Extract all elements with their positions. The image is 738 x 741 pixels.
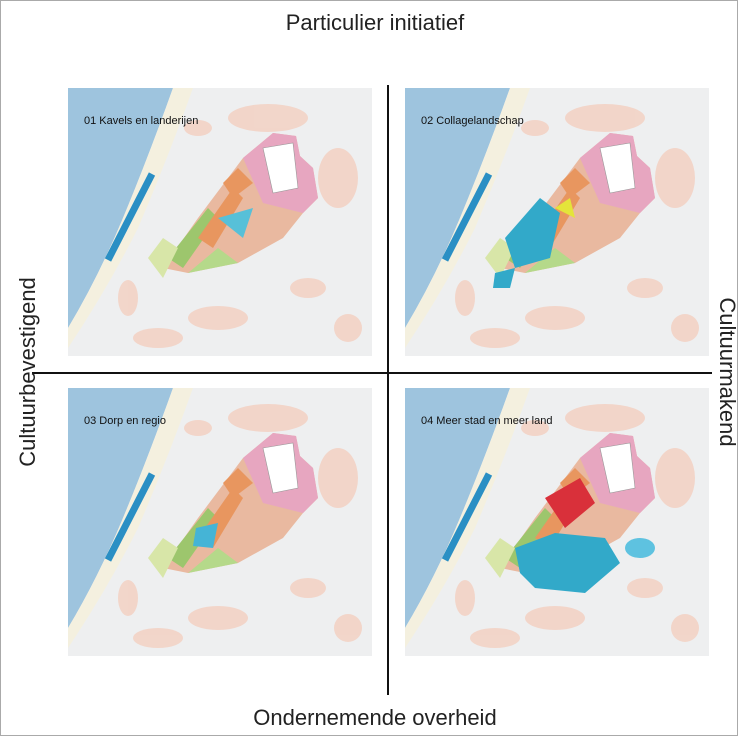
axis-right-label: Cultuurmakend	[715, 297, 738, 446]
quadrant-label: 01 Kavels en landerijen	[84, 115, 198, 127]
quadrant-label: 02 Collagelandschap	[421, 115, 524, 127]
axis-bottom-label: Ondernemende overheid	[253, 705, 496, 730]
map-quadrant: 04 Meer stad en meer land	[405, 388, 709, 656]
diagram: 01 Kavels en landerijen 02 Collagelandsc…	[0, 0, 738, 736]
quadrant-label: 03 Dorp en regio	[84, 415, 166, 427]
axis-left-label: Cultuurbevestigend	[15, 277, 40, 467]
axis-top-label: Particulier initiatief	[286, 10, 465, 35]
quadrant-label: 04 Meer stad en meer land	[421, 415, 552, 427]
map-quadrant: 02 Collagelandschap	[405, 88, 709, 356]
map-quadrant: 03 Dorp en regio	[68, 388, 372, 656]
map-quadrant: 01 Kavels en landerijen	[68, 88, 372, 356]
